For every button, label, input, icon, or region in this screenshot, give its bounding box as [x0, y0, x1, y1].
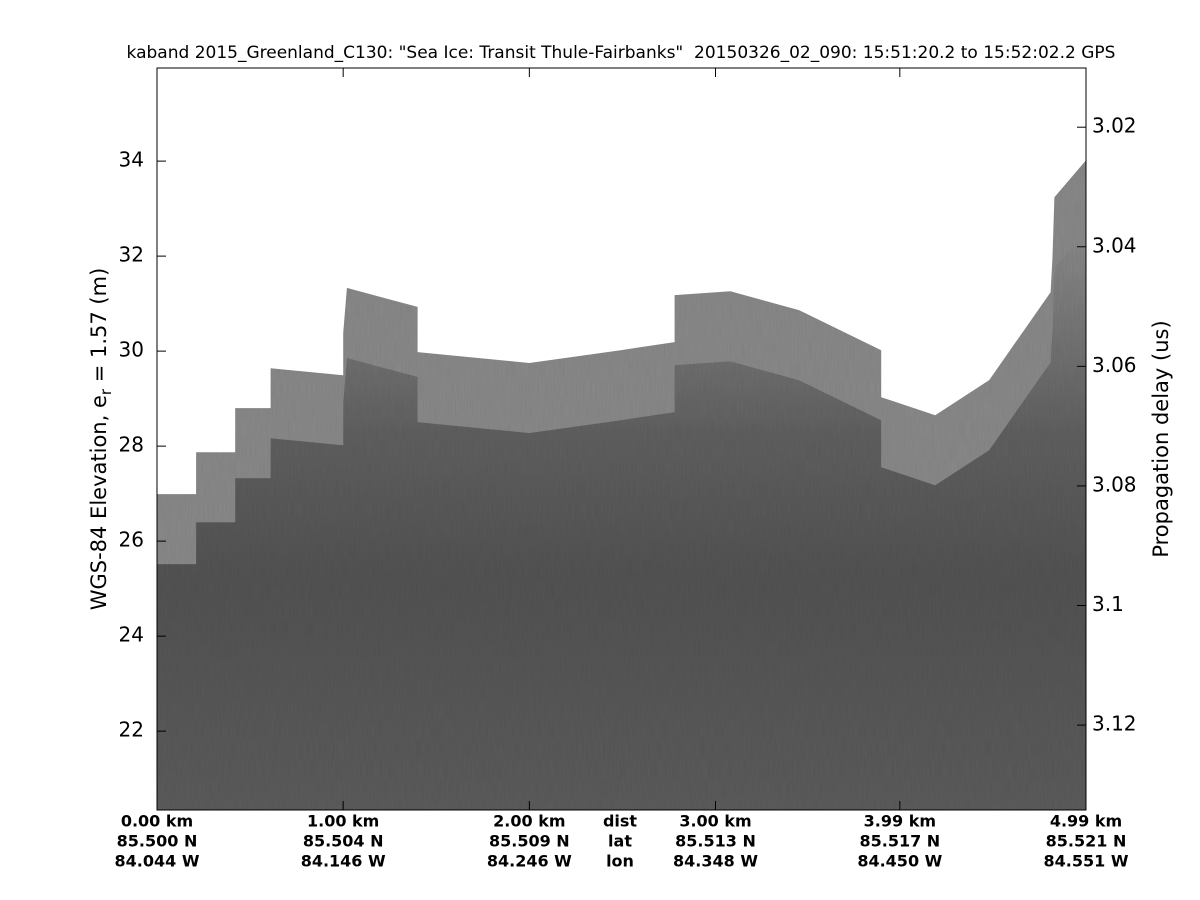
plot-frame	[156, 67, 1087, 811]
lat-label: 85.521 N	[1046, 832, 1127, 851]
y-tick-label: 32	[119, 243, 144, 267]
y2-tick-label: 3.1	[1092, 592, 1124, 616]
y-tick-label: 34	[119, 148, 144, 172]
lon-label: 84.551 W	[1044, 852, 1129, 871]
y2-tick-label: 3.02	[1092, 114, 1137, 138]
y2-tick-label: 3.04	[1092, 233, 1137, 257]
y-axis-label-subscript: r	[97, 388, 115, 395]
row-label: lon	[606, 852, 634, 871]
lon-label: 84.146 W	[301, 852, 386, 871]
y-tick-label: 30	[119, 338, 144, 362]
x-tick-label: 1.00 km	[307, 812, 379, 831]
lat-label: 85.509 N	[489, 832, 570, 851]
y-tick-label: 28	[119, 433, 144, 457]
y2-tick-label: 3.12	[1092, 712, 1137, 736]
lon-label: 84.450 W	[857, 852, 942, 871]
subsurface-echo	[157, 230, 1086, 810]
lat-label: 85.504 N	[303, 832, 384, 851]
y-tick-label: 24	[119, 623, 144, 647]
y2-axis-label: Propagation delay (us)	[1149, 320, 1173, 557]
lat-label: 85.517 N	[859, 832, 940, 851]
lat-label: 85.500 N	[117, 832, 198, 851]
y-axis-label: WGS-84 Elevation, er = 1.57 (m)	[87, 268, 115, 611]
x-tick-label: 4.99 km	[1050, 812, 1122, 831]
y2-tick-label: 3.08	[1092, 472, 1137, 496]
y2-tick-label: 3.06	[1092, 353, 1137, 377]
x-tick-label: 3.00 km	[679, 812, 751, 831]
row-label: lat	[608, 832, 632, 851]
x-tick-label: 2.00 km	[493, 812, 565, 831]
y-tick-label: 22	[119, 718, 144, 742]
lon-label: 84.246 W	[487, 852, 572, 871]
row-label: dist	[603, 812, 637, 831]
x-tick-label: 3.99 km	[864, 812, 936, 831]
x-tick-label: 0.00 km	[121, 812, 193, 831]
y-axis-label-suffix: = 1.57 (m)	[87, 268, 111, 389]
chart-title: kaband 2015_Greenland_C130: "Sea Ice: Tr…	[127, 43, 1116, 63]
y-tick-label: 26	[119, 528, 144, 552]
lat-label: 85.513 N	[675, 832, 756, 851]
y-axis-label-main: WGS-84 Elevation, e	[87, 395, 111, 610]
lon-label: 84.044 W	[115, 852, 200, 871]
lon-label: 84.348 W	[673, 852, 758, 871]
